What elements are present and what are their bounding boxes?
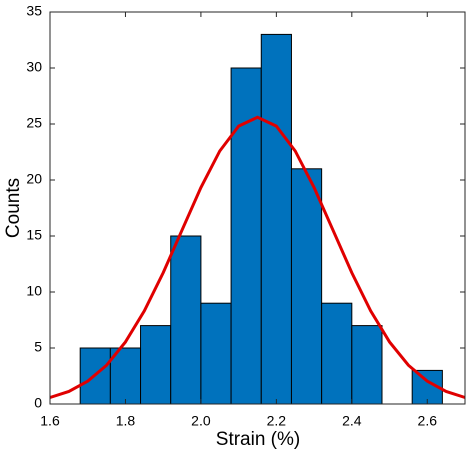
y-tick-label: 35	[26, 3, 42, 19]
fit-curve	[49, 115, 466, 399]
x-tick-label: 1.6	[40, 413, 60, 429]
y-tick-label: 5	[34, 339, 42, 355]
bar	[109, 347, 142, 405]
y-tick-label: 15	[26, 227, 42, 243]
bar	[321, 302, 353, 405]
y-tick-label: 25	[26, 115, 42, 131]
x-axis-label: Strain (%)	[216, 429, 300, 450]
y-tick-label: 20	[26, 171, 42, 187]
plot-frame	[49, 11, 466, 405]
bar	[260, 33, 292, 405]
y-tick-label: 30	[26, 59, 42, 75]
x-tick-label: 2.0	[191, 413, 211, 429]
bar	[140, 325, 172, 405]
y-tick-label: 0	[34, 395, 42, 411]
bar	[200, 302, 232, 405]
y-axis-label: Counts	[3, 178, 24, 238]
x-tick-label: 1.8	[116, 413, 136, 429]
bar	[170, 235, 202, 405]
x-tick-label: 2.6	[418, 413, 438, 429]
x-tick-label: 2.4	[342, 413, 362, 429]
x-tick-label: 2.2	[267, 413, 287, 429]
bar	[290, 168, 323, 405]
bar	[351, 325, 383, 405]
y-tick-label: 10	[26, 283, 42, 299]
